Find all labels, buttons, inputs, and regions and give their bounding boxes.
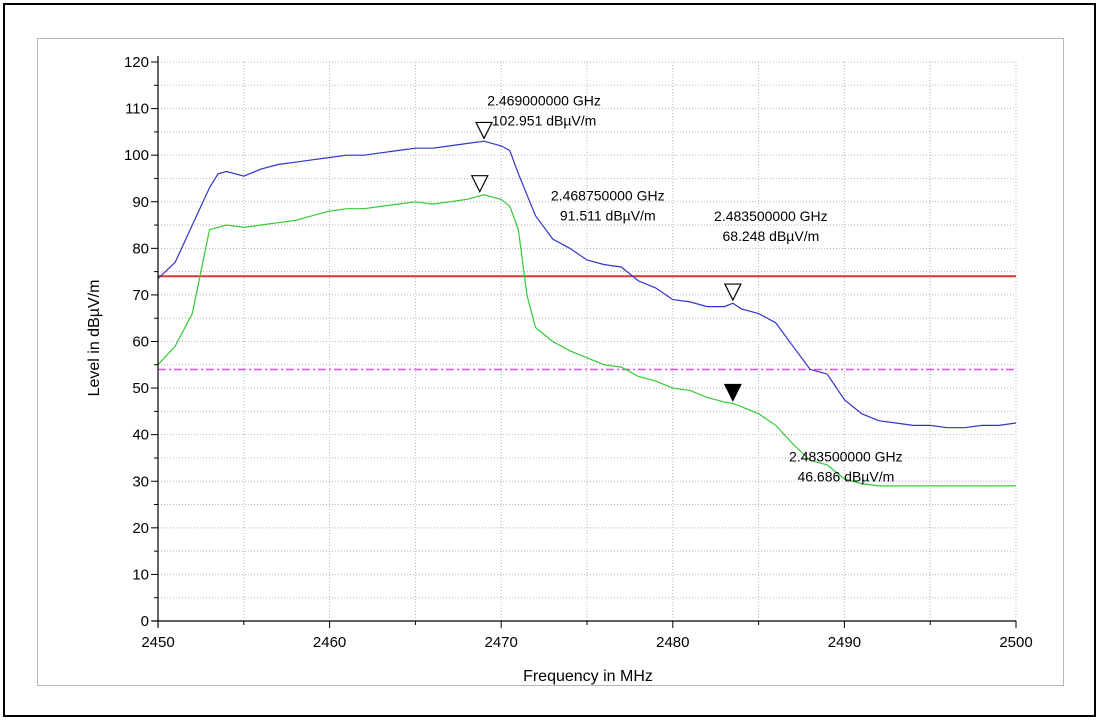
axes (151, 56, 1017, 628)
y-axis-label: Level in dBµV/m (86, 280, 103, 397)
x-tick-label: 2490 (828, 634, 861, 651)
marker-label-frequency-4: 2.483500000 GHz (789, 449, 903, 465)
tick-labels: 0 10 20 30 40 50 60 70 80 90 100 110 120 2450 2460 2470… (124, 54, 1033, 651)
y-tick-label: 80 (132, 240, 149, 257)
marker-label-frequency-1: 2.469000000 GHz (487, 92, 601, 108)
y-tick-label: 60 (132, 334, 149, 351)
y-tick-label: 90 (132, 194, 149, 211)
marker-label-level-4: 46.686 dBµV/m (797, 469, 894, 485)
series-lines (157, 140, 1017, 487)
x-axis-label: Frequency in MHz (523, 668, 653, 685)
y-tick-label: 120 (124, 54, 149, 71)
grid (158, 61, 1017, 621)
marker-triangle-2 (470, 175, 489, 194)
marker-triangle-4 (723, 383, 742, 402)
series-line-1 (157, 140, 1017, 429)
y-tick-label: 10 (132, 566, 149, 583)
y-tick-label: 100 (124, 147, 149, 164)
marker-triangle-1 (475, 121, 494, 140)
marker-label-frequency-3: 2.483500000 GHz (714, 208, 828, 224)
chart-panel (37, 38, 1064, 686)
x-tick-label: 2500 (999, 634, 1032, 651)
y-tick-label: 30 (132, 473, 149, 490)
x-tick-label: 2480 (656, 634, 689, 651)
y-tick-label: 50 (132, 380, 149, 397)
marker-label-frequency-2: 2.468750000 GHz (551, 188, 665, 204)
markers: 2.469000000 GHz 102.951 dBµV/m 2.468750000… (470, 92, 903, 485)
marker-label-level-2: 91.511 dBµV/m (560, 208, 656, 224)
x-tick-label: 2470 (485, 634, 518, 651)
marker-label-level-3: 68.248 dBµV/m (722, 228, 819, 244)
x-tick-label: 2460 (313, 634, 346, 651)
y-tick-label: 20 (132, 520, 149, 537)
series-line-2 (157, 194, 1016, 487)
y-tick-label: 110 (125, 101, 149, 118)
marker-triangle-3 (723, 283, 742, 302)
limit-lines (158, 275, 1016, 371)
y-tick-label: 40 (132, 427, 149, 444)
y-tick-label: 70 (132, 287, 149, 304)
y-tick-label: 0 (141, 613, 149, 630)
marker-label-level-1: 102.951 dBµV/m (492, 112, 597, 128)
x-tick-label: 2450 (141, 634, 174, 651)
